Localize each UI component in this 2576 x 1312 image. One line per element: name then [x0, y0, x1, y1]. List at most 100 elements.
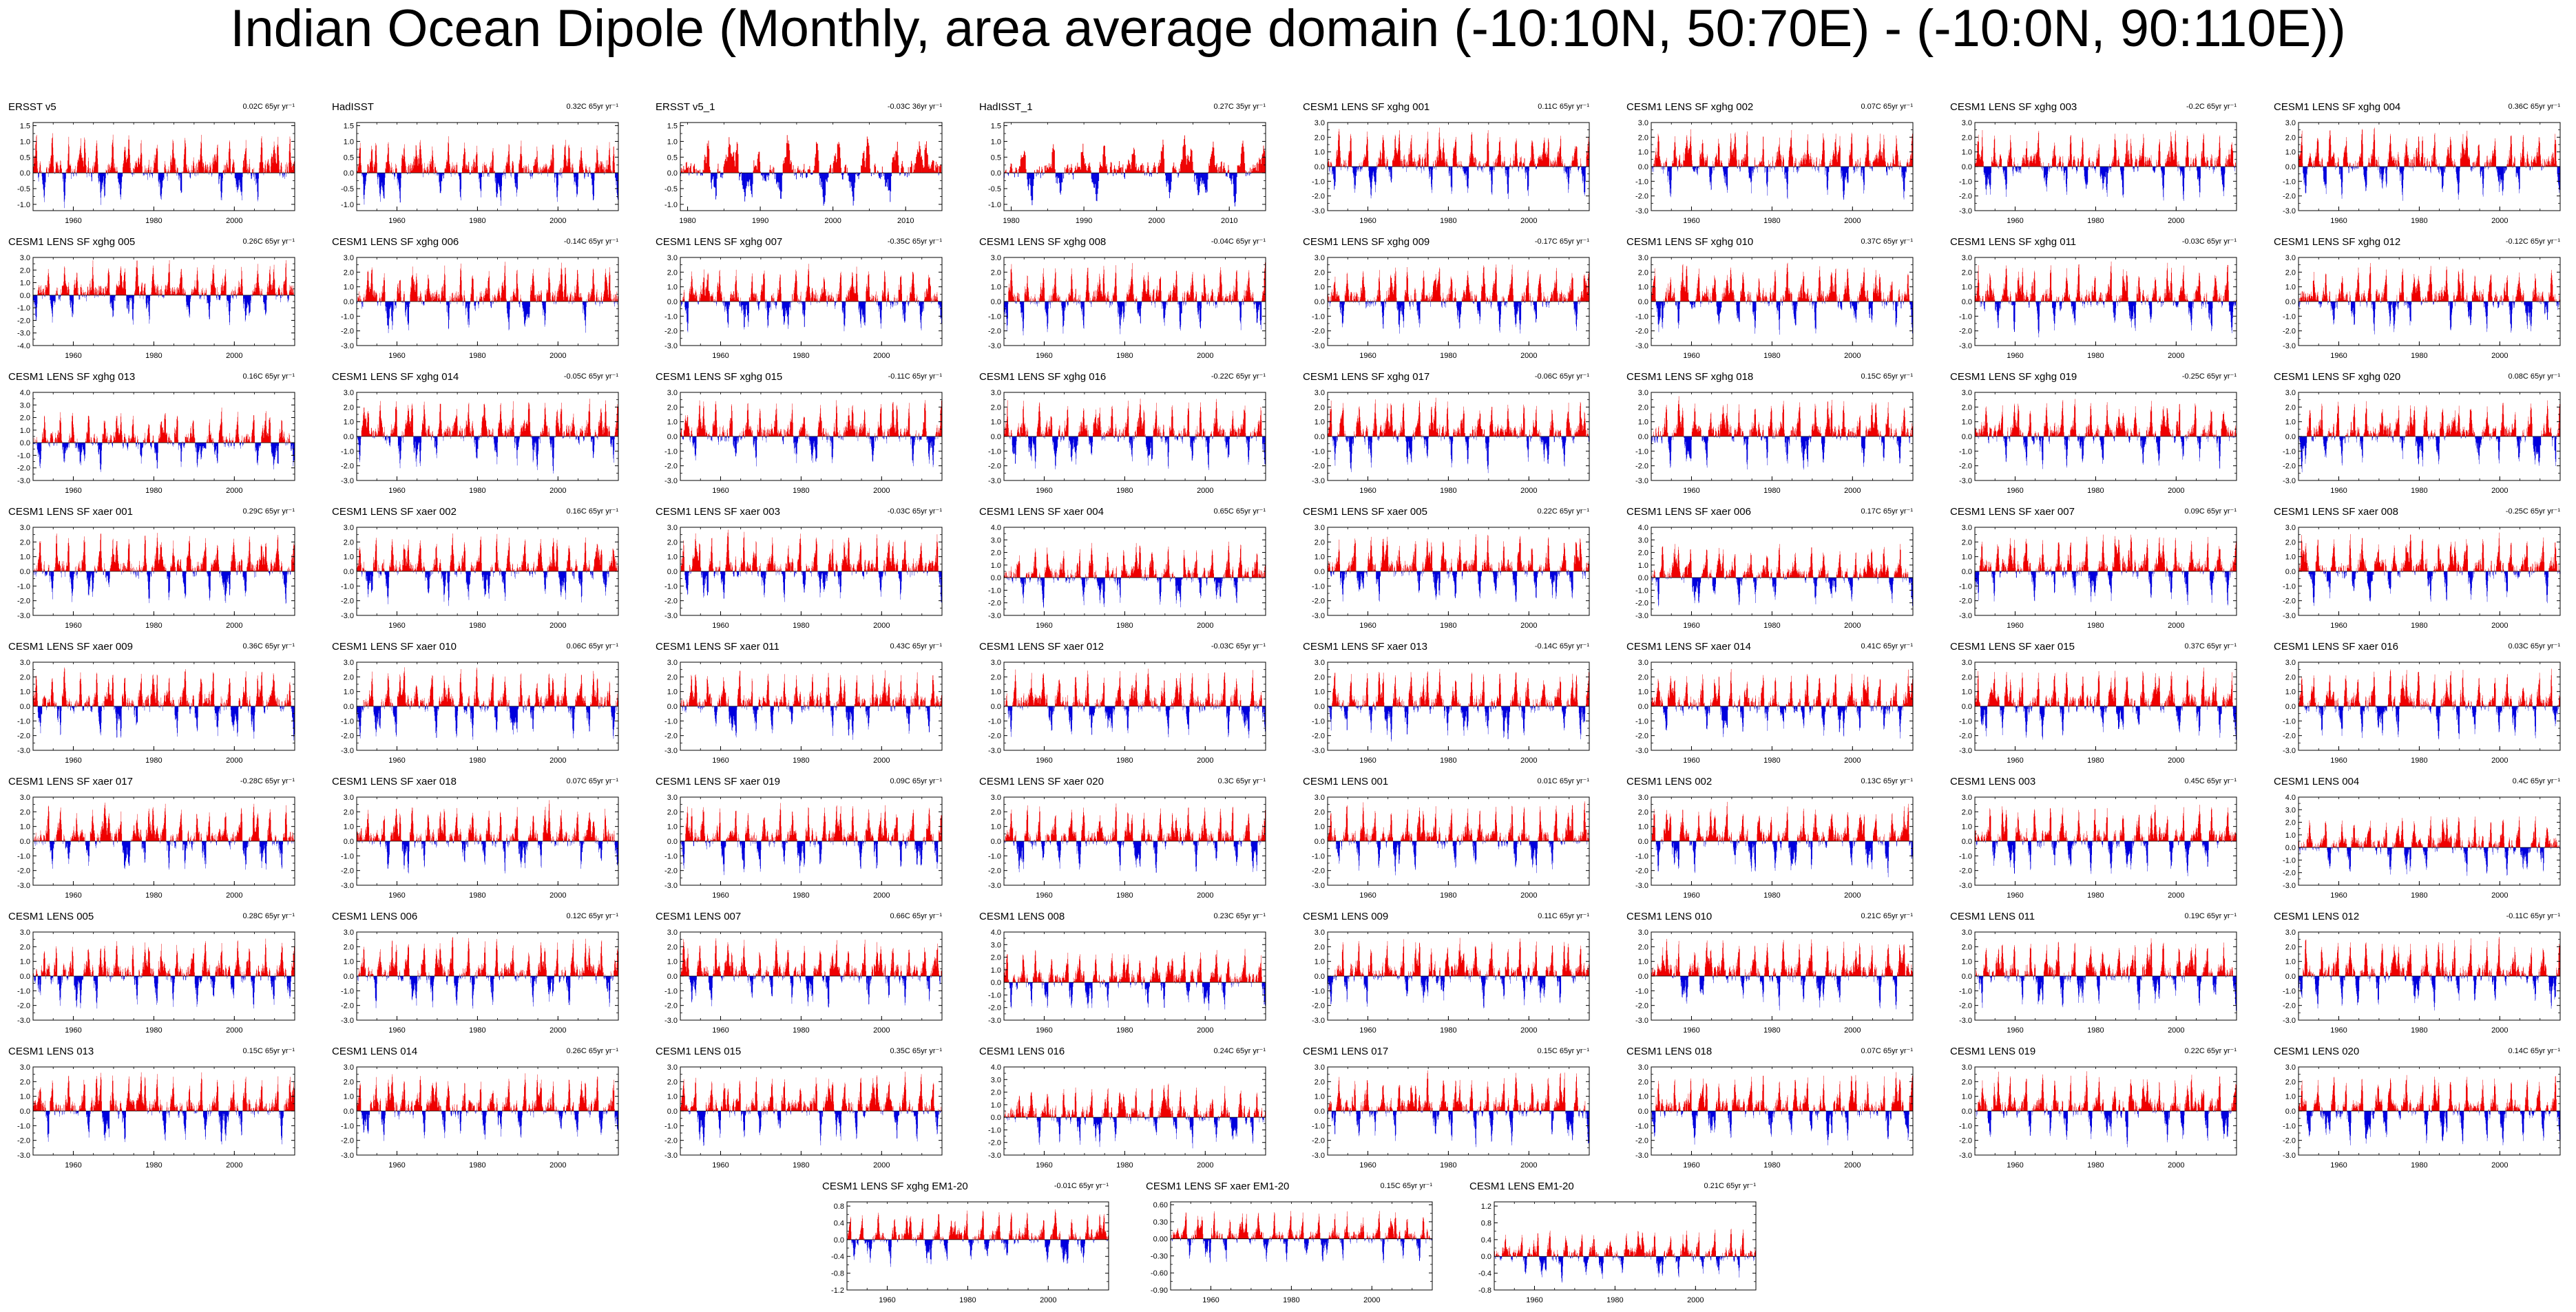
x-tick-label: 1980	[1116, 487, 1133, 495]
panel-title: CESM1 LENS 004	[2274, 776, 2359, 787]
x-tick-label: 1980	[2087, 756, 2104, 765]
idx-panel: CESM1 LENS 017 0.15C 65yr yr⁻¹ 3.0 2.0 1.0 0.…	[1303, 1046, 1590, 1170]
panel-trend: 0.35C 65yr yr⁻¹	[890, 1047, 942, 1055]
y-tick-label: 2.0	[2285, 134, 2296, 142]
x-tick-label: 1980	[469, 1161, 485, 1170]
panel-trend: -0.22C 65yr yr⁻¹	[1211, 372, 1266, 381]
y-tick-label: 2.0	[991, 1089, 1001, 1097]
x-tick-label: 1960	[1359, 1161, 1376, 1170]
y-tick-label: 1.0	[667, 688, 678, 697]
positive-anomaly-fill	[37, 260, 295, 295]
panel-trend: 0.21C 65yr yr⁻¹	[1861, 912, 1913, 920]
x-tick-label: 1960	[712, 1026, 729, 1035]
x-tick-label: 1980	[2087, 1026, 2104, 1035]
y-tick-label: 0.0	[20, 973, 30, 981]
x-tick-label: 1980	[145, 1161, 162, 1170]
idx-panel: CESM1 LENS 007 0.66C 65yr yr⁻¹ 3.0 2.0 1.0 0.…	[656, 911, 943, 1035]
y-tick-label: -2.0	[664, 1002, 678, 1011]
x-tick-label: 1960	[1036, 487, 1052, 495]
x-tick-label: 2000	[873, 622, 890, 630]
y-tick-label: 3.0	[2285, 1064, 2296, 1072]
y-tick-label: 3.0	[2285, 806, 2296, 814]
y-tick-label: 0.0	[1315, 163, 1325, 171]
panel-title: CESM1 LENS SF xghg 011	[1950, 236, 2076, 248]
panel-title: CESM1 LENS 011	[1950, 911, 2035, 922]
y-tick-label: 0.0	[1315, 1108, 1325, 1116]
panel-title: HadISST_1	[979, 101, 1033, 113]
negative-anomaly-fill	[1983, 167, 2236, 201]
y-tick-label: -3.0	[17, 882, 30, 890]
idx-panel: ERSST v5_1 -0.03C 36yr yr⁻¹ 1.5 1.0 0.5 0.0 -0…	[656, 101, 943, 225]
y-tick-label: 0.0	[344, 973, 354, 981]
positive-anomaly-fill	[357, 800, 615, 841]
positive-anomaly-fill	[1652, 396, 1913, 436]
y-tick-label: -1.0	[988, 447, 1001, 456]
y-tick-label: -3.0	[664, 477, 678, 485]
negative-anomaly-fill	[34, 841, 294, 870]
y-tick-label: 1.0	[1638, 562, 1648, 570]
negative-anomaly-fill	[1328, 1111, 1589, 1147]
y-tick-label: 1.0	[1315, 149, 1325, 157]
y-tick-label: 0.0	[2285, 433, 2296, 441]
y-tick-label: 1.0	[344, 823, 354, 832]
panel-trend: 0.07C 65yr yr⁻¹	[1861, 103, 1913, 111]
x-tick-label: 1960	[1036, 1161, 1052, 1170]
y-tick-label: 2.0	[991, 673, 1001, 681]
idx-panel: CESM1 LENS SF xghg 012 -0.12C 65yr yr⁻¹ 3.…	[2274, 236, 2561, 360]
y-tick-label: -2.0	[341, 732, 354, 741]
y-tick-label: -1.0	[17, 582, 30, 591]
negative-anomaly-fill	[680, 841, 939, 876]
y-tick-label: -2.0	[1635, 1137, 1648, 1145]
negative-anomaly-fill	[37, 706, 295, 741]
y-tick-label: 0.0	[667, 298, 678, 306]
idx-panel: CESM1 LENS SF xghg 007 -0.35C 65yr yr⁻¹ 3.…	[656, 236, 943, 360]
panel-trend: 0.15C 65yr yr⁻¹	[1861, 372, 1913, 381]
positive-anomaly-fill	[680, 1071, 942, 1111]
panel-title: CESM1 LENS SF xaer 003	[656, 506, 780, 518]
panel-trend: 0.11C 65yr yr⁻¹	[1538, 912, 1589, 920]
y-tick-label: 1.0	[2285, 149, 2296, 157]
y-tick-label: 0.0	[667, 169, 678, 178]
x-tick-label: 1980	[145, 352, 162, 360]
y-tick-label: 2.0	[20, 414, 30, 423]
positive-anomaly-fill	[33, 533, 295, 571]
x-tick-label: 2000	[226, 352, 242, 360]
panel-title: CESM1 LENS 007	[656, 911, 741, 922]
panel-title: CESM1 LENS SF xghg 018	[1626, 371, 1753, 383]
y-tick-label: 2.0	[344, 673, 354, 681]
idx-panel: CESM1 LENS 011 0.19C 65yr yr⁻¹ 3.0 2.0 1.0 0.…	[1950, 911, 2237, 1035]
y-tick-label: 2.0	[991, 808, 1001, 816]
y-tick-label: 0.0	[1315, 298, 1325, 306]
x-tick-label: 2000	[1363, 1296, 1380, 1304]
y-tick-label: 0.0	[667, 973, 678, 981]
y-tick-label: -2.0	[1959, 867, 1972, 876]
panel-title: CESM1 LENS 005	[8, 911, 94, 922]
y-tick-label: -2.0	[1959, 193, 1972, 201]
y-tick-label: -1.0	[1635, 178, 1648, 186]
y-tick-label: -1.0	[1959, 717, 1972, 726]
y-tick-label: 2.0	[991, 268, 1001, 277]
y-tick-label: 1.2	[1481, 1203, 1491, 1211]
y-tick-label: -2.0	[341, 463, 354, 471]
x-tick-label: 2000	[1844, 487, 1861, 495]
negative-anomaly-fill	[1329, 167, 1587, 200]
panel-title: CESM1 LENS SF xaer 007	[1950, 506, 2075, 518]
x-tick-label: 1980	[2411, 1161, 2427, 1170]
idx-panel: CESM1 LENS SF xaer 020 0.3C 65yr yr⁻¹ 3.0 2…	[979, 776, 1266, 900]
positive-anomaly-fill	[33, 1072, 295, 1111]
negative-anomaly-fill	[1655, 976, 1913, 1011]
y-tick-label: 2.0	[1315, 403, 1325, 412]
y-tick-label: -3.0	[1312, 342, 1325, 350]
idx-panel: CESM1 LENS 002 0.13C 65yr yr⁻¹ 3.0 2.0 1.0 0.…	[1626, 776, 1914, 900]
y-tick-label: 0.5	[667, 154, 678, 162]
panel-title: CESM1 LENS 008	[979, 911, 1065, 922]
y-tick-label: 3.0	[2285, 929, 2296, 937]
x-tick-label: 1980	[469, 756, 485, 765]
negative-anomaly-fill	[1980, 706, 2237, 740]
negative-anomaly-fill	[2303, 167, 2560, 201]
y-tick-label: 2.0	[1962, 943, 1972, 951]
x-tick-label: 1960	[65, 756, 81, 765]
idx-panel: CESM1 LENS SF xghg 013 0.16C 65yr yr⁻¹ 4.0…	[8, 371, 295, 495]
x-tick-label: 1980	[1003, 217, 1019, 225]
y-tick-label: -2.0	[2283, 328, 2296, 336]
